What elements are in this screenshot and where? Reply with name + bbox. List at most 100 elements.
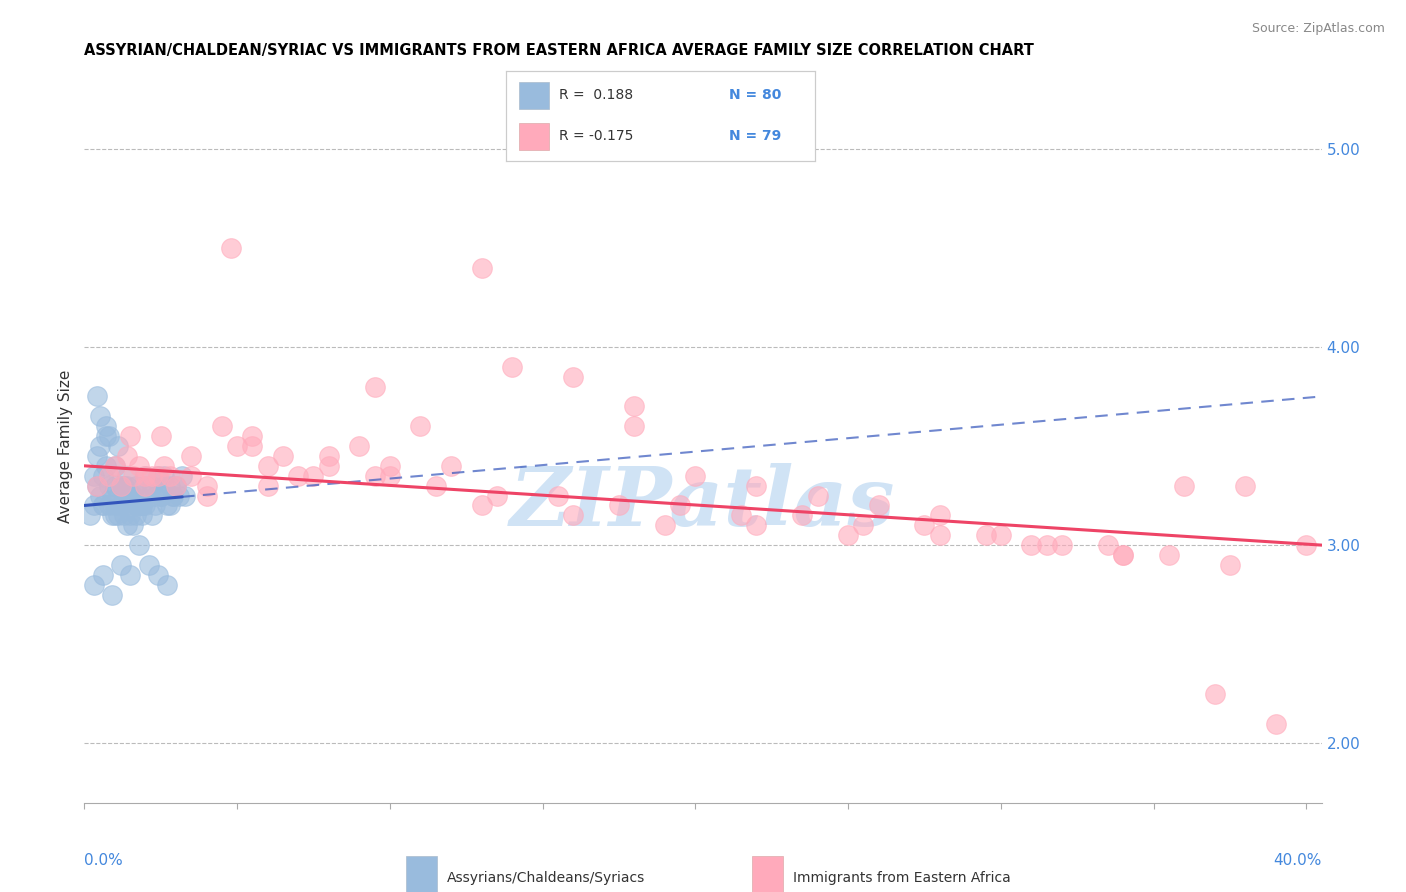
Point xyxy=(242,439,264,453)
Point xyxy=(115,468,138,483)
Point xyxy=(134,468,156,483)
Point xyxy=(89,439,111,453)
Point xyxy=(112,489,135,503)
Y-axis label: Average Family Size: Average Family Size xyxy=(58,369,73,523)
Point xyxy=(1264,716,1286,731)
Text: 0.0%: 0.0% xyxy=(84,853,124,868)
Point xyxy=(115,499,138,513)
Point xyxy=(104,499,127,513)
Point xyxy=(167,489,190,503)
Point xyxy=(195,489,218,503)
Point xyxy=(1295,538,1317,552)
Point xyxy=(110,478,132,492)
Point xyxy=(104,458,127,473)
Point xyxy=(1112,548,1135,562)
Text: R = -0.175: R = -0.175 xyxy=(558,129,633,144)
Point xyxy=(745,518,768,533)
Point xyxy=(485,489,508,503)
Point xyxy=(86,478,108,492)
Point xyxy=(107,508,129,523)
Point xyxy=(122,468,145,483)
Point xyxy=(146,468,169,483)
Point xyxy=(792,508,814,523)
Point xyxy=(928,528,950,542)
Point xyxy=(349,439,371,453)
Bar xyxy=(752,856,783,892)
Point xyxy=(141,478,163,492)
Point xyxy=(1097,538,1119,552)
Point xyxy=(1157,548,1180,562)
Point xyxy=(256,478,278,492)
Point xyxy=(1234,478,1257,492)
Point xyxy=(120,567,142,582)
Point xyxy=(131,508,153,523)
Point xyxy=(837,528,859,542)
Point xyxy=(112,508,135,523)
Point xyxy=(94,429,117,443)
Point xyxy=(180,449,202,463)
Text: Immigrants from Eastern Africa: Immigrants from Eastern Africa xyxy=(793,871,1011,885)
Point xyxy=(146,468,169,483)
Text: N = 79: N = 79 xyxy=(728,129,782,144)
Text: ASSYRIAN/CHALDEAN/SYRIAC VS IMMIGRANTS FROM EASTERN AFRICA AVERAGE FAMILY SIZE C: ASSYRIAN/CHALDEAN/SYRIAC VS IMMIGRANTS F… xyxy=(84,43,1035,58)
Point xyxy=(440,458,463,473)
Point xyxy=(745,478,768,492)
Point xyxy=(107,439,129,453)
Point xyxy=(131,499,153,513)
Point xyxy=(128,458,150,473)
Point xyxy=(141,508,163,523)
Point xyxy=(287,468,309,483)
Point xyxy=(318,449,340,463)
Point xyxy=(128,538,150,552)
Point xyxy=(112,478,135,492)
Point xyxy=(120,489,142,503)
Point xyxy=(141,468,163,483)
Point xyxy=(211,419,233,434)
Point xyxy=(165,478,187,492)
Point xyxy=(180,468,202,483)
Point xyxy=(990,528,1012,542)
Point xyxy=(125,478,148,492)
Point xyxy=(149,429,172,443)
Point xyxy=(152,478,174,492)
Point xyxy=(172,468,194,483)
Point xyxy=(134,468,156,483)
Point xyxy=(134,478,156,492)
Point xyxy=(97,478,120,492)
Point xyxy=(104,478,127,492)
Point xyxy=(1204,687,1226,701)
Point xyxy=(378,458,401,473)
Text: Source: ZipAtlas.com: Source: ZipAtlas.com xyxy=(1251,22,1385,36)
Point xyxy=(868,499,890,513)
Point xyxy=(226,439,249,453)
Text: 40.0%: 40.0% xyxy=(1274,853,1322,868)
Point xyxy=(83,499,105,513)
Point xyxy=(125,499,148,513)
Point xyxy=(1021,538,1043,552)
Point xyxy=(122,489,145,503)
Point xyxy=(669,499,692,513)
Point xyxy=(174,489,197,503)
Point xyxy=(501,359,523,374)
Point xyxy=(928,508,950,523)
Point xyxy=(128,489,150,503)
Point xyxy=(607,499,630,513)
Point xyxy=(1050,538,1073,552)
Point xyxy=(86,449,108,463)
Point xyxy=(730,508,752,523)
Point xyxy=(159,478,181,492)
Text: ZIPatlas: ZIPatlas xyxy=(510,463,896,543)
Point xyxy=(83,578,105,592)
Point xyxy=(685,468,707,483)
Point xyxy=(242,429,264,443)
Point xyxy=(159,499,181,513)
Point xyxy=(363,468,385,483)
Point xyxy=(110,478,132,492)
Point xyxy=(122,489,145,503)
Point xyxy=(162,489,184,503)
Point xyxy=(104,508,127,523)
Point xyxy=(104,458,127,473)
Point xyxy=(122,518,145,533)
Point xyxy=(134,499,156,513)
Point xyxy=(623,400,645,414)
